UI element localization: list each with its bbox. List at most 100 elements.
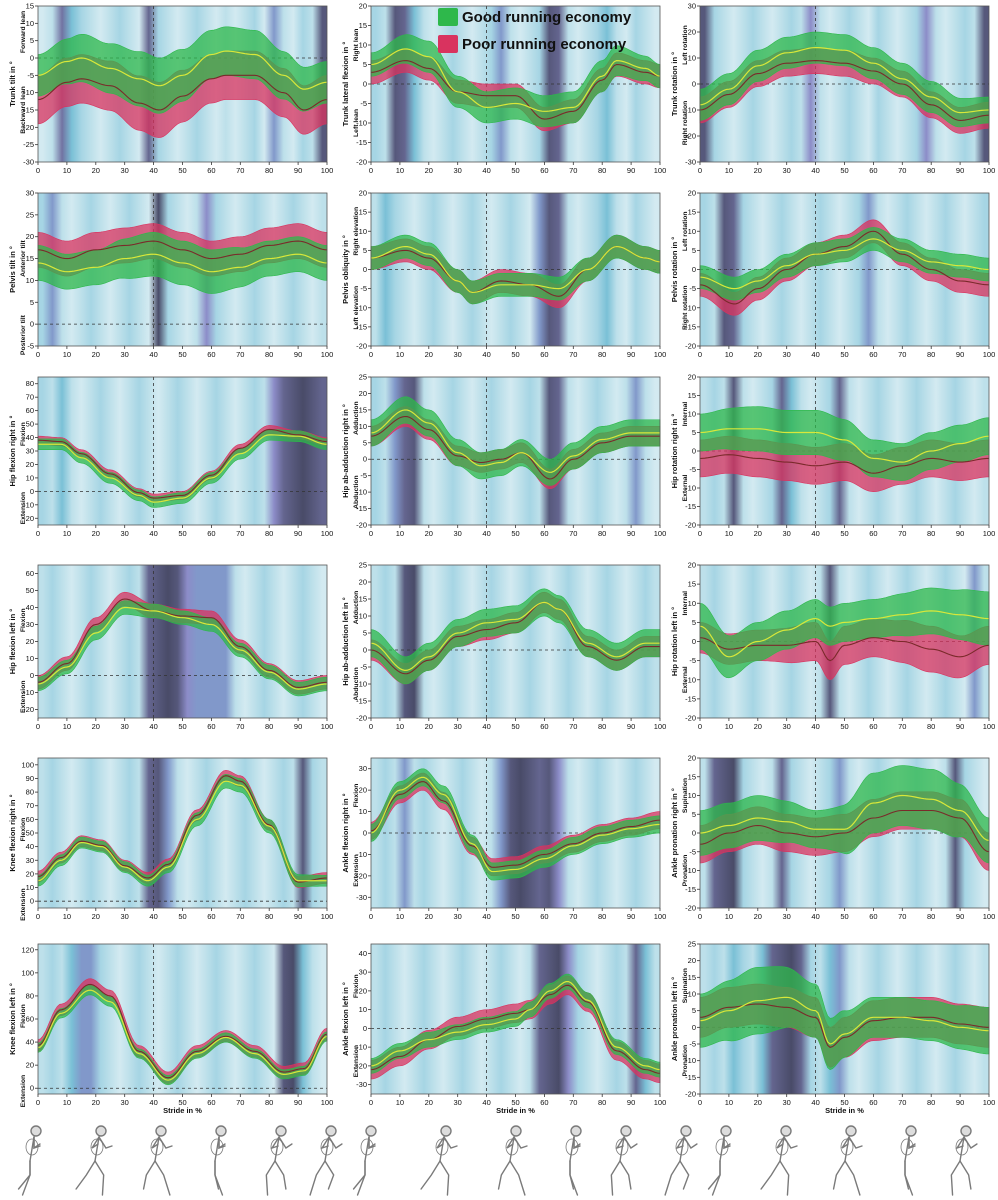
x-tick-label: 10	[396, 529, 404, 538]
y-tick-label: 20	[359, 986, 367, 995]
y-tick-label: -10	[356, 303, 367, 312]
y-tick-label: 50	[26, 420, 34, 429]
chart-panel-15: -20 -15 -10 -5 0 5 10 15 20 0 10 20 30 40 50 60 70 80 90 10…	[670, 754, 995, 922]
y-tick-label: 10	[688, 791, 696, 800]
x-tick-label: 100	[321, 722, 334, 731]
y-tick-label: 10	[359, 422, 367, 431]
y-tick-label: 10	[688, 599, 696, 608]
x-tick-label: 30	[454, 912, 462, 921]
skeleton-leg-back	[904, 1160, 910, 1190]
skeleton-leg-back	[619, 1160, 632, 1190]
y-tick-label: 10	[26, 883, 34, 892]
x-tick-label: 10	[63, 166, 71, 175]
y-tick-label: 0	[30, 897, 34, 906]
skeleton-leg-back	[352, 1160, 366, 1190]
legend-item-poor: Poor running economy	[438, 32, 688, 56]
skeleton-arm-back	[513, 1136, 528, 1149]
poor-mean-line	[370, 781, 661, 868]
x-tick-label: 20	[754, 350, 762, 359]
y-tick-label: -10	[685, 303, 696, 312]
x-tick-label: 100	[983, 912, 996, 921]
skeleton-arm-front	[278, 1136, 293, 1149]
y-tick-label: -20	[685, 1090, 696, 1099]
y-tick-label: 0	[692, 637, 696, 646]
chart-panel-1: -30 -25 -20 -15 -10 -5 0 5 10 15 0 10 20 30 40 50 60 70 80…	[8, 2, 333, 176]
y-negative-direction-label: Extension	[20, 681, 27, 713]
skeleton-head	[155, 1125, 167, 1137]
skeleton-spine	[274, 1136, 280, 1162]
y-tick-label: 50	[26, 829, 34, 838]
good-mean-line	[370, 601, 660, 671]
y-negative-direction-label: Pronation	[682, 1045, 689, 1077]
skeleton-leg-front	[94, 1160, 105, 1196]
skeleton-arm-front	[436, 1136, 445, 1149]
x-tick-label: 60	[207, 1098, 215, 1107]
skeleton-arm-front	[506, 1136, 515, 1149]
x-tick-label: 100	[983, 350, 996, 359]
x-tick-label: 90	[627, 350, 635, 359]
y-tick-label: -20	[685, 342, 696, 351]
x-tick-label: 40	[149, 166, 157, 175]
skeleton-ribcage	[565, 1138, 579, 1156]
x-tick-label: 20	[92, 1098, 100, 1107]
y-axis-label: Hip flexion left in °	[8, 609, 17, 675]
x-tick-label: 90	[956, 529, 964, 538]
y-tick-label: -5	[360, 284, 367, 293]
skeleton-runner-icon	[265, 1125, 293, 1196]
x-tick-label: 10	[725, 722, 733, 731]
y-tick-label: 20	[359, 578, 367, 587]
y-positive-direction-label: Left rotation	[682, 25, 689, 65]
good-mean-line	[37, 606, 328, 690]
skeleton-head	[845, 1125, 857, 1137]
x-tick-label: 70	[236, 529, 244, 538]
y-tick-label: 15	[688, 391, 696, 400]
skeleton-leg-back	[75, 1160, 96, 1190]
skeleton-arm-back	[848, 1136, 863, 1149]
good-mean-line	[37, 780, 327, 882]
y-positive-direction-label: Adduction	[353, 591, 360, 625]
poor-mean-line	[37, 598, 328, 688]
x-tick-label: 90	[294, 912, 302, 921]
skeleton-ribcage	[210, 1138, 224, 1156]
y-axis-label: Knee flexion right in °	[8, 794, 17, 871]
y-negative-direction-label: Extension	[20, 492, 27, 524]
skeleton-runner-icon	[900, 1125, 917, 1196]
x-tick-label: 10	[396, 166, 404, 175]
skeleton-leg-front	[779, 1160, 790, 1196]
y-tick-label: -20	[685, 714, 696, 723]
x-tick-label: 10	[396, 722, 404, 731]
y-tick-label: -15	[356, 504, 367, 513]
y-negative-direction-label: Right rotation	[682, 101, 689, 146]
x-tick-label: 0	[698, 166, 702, 175]
y-tick-label: -10	[685, 866, 696, 875]
y-positive-direction-label: Flexion	[20, 1004, 27, 1028]
x-tick-label: 50	[178, 1098, 186, 1107]
y-tick-label: 30	[359, 764, 367, 773]
x-tick-label: 90	[956, 912, 964, 921]
good-mean-line	[370, 48, 661, 112]
x-tick-label: 70	[898, 1098, 906, 1107]
y-tick-label: 15	[359, 21, 367, 30]
y-tick-label: 20	[688, 28, 696, 37]
skeleton-leg-back	[760, 1160, 781, 1190]
x-tick-label: 80	[927, 529, 935, 538]
chart-panel-6: -20 -15 -10 -5 0 5 10 15 20 0 10 20 30 40 50 60 70 80 90 10…	[670, 189, 995, 360]
y-tick-label: 10	[688, 227, 696, 236]
x-tick-label: 70	[236, 1098, 244, 1107]
y-tick-label: 40	[26, 842, 34, 851]
poor-mean-line	[370, 601, 660, 675]
y-tick-label: -20	[685, 132, 696, 141]
x-tick-label: 0	[36, 912, 40, 921]
y-positive-direction-label: Left rotation	[682, 211, 689, 251]
skeleton-head	[680, 1125, 692, 1137]
y-tick-label: 5	[692, 1006, 696, 1015]
x-tick-label: 80	[927, 1098, 935, 1107]
x-tick-label: 20	[425, 722, 433, 731]
x-tick-label: 40	[482, 350, 490, 359]
y-tick-label: 30	[26, 856, 34, 865]
good-mean-line	[38, 434, 328, 503]
x-tick-label: 60	[207, 722, 215, 731]
y-tick-label: 15	[359, 405, 367, 414]
skeleton-runner-icon	[760, 1125, 798, 1196]
x-tick-label: 30	[783, 350, 791, 359]
